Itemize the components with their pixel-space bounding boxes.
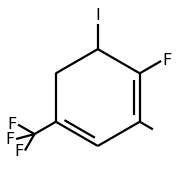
Text: F: F [14, 144, 24, 159]
Text: F: F [5, 132, 15, 146]
Text: F: F [163, 54, 172, 69]
Text: I: I [96, 9, 100, 23]
Text: F: F [7, 117, 17, 132]
